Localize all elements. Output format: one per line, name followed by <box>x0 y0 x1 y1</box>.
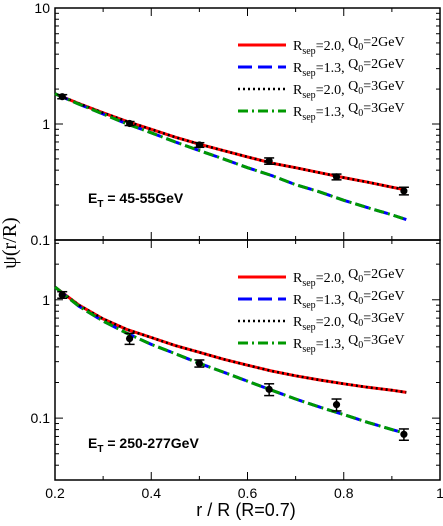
data-point <box>58 93 66 101</box>
x-tick-label: 0.8 <box>334 485 354 501</box>
legend-text: Q <box>348 289 358 304</box>
legend-subscript: 0 <box>358 274 363 285</box>
legend-subscript: 0 <box>358 108 363 119</box>
legend-subscript: 0 <box>358 296 363 307</box>
x-tick-label: 0.2 <box>45 485 65 501</box>
legend-text: Q <box>348 101 358 116</box>
et-annotation: ET = 250-277GeV <box>88 435 199 455</box>
y-axis-label: ψ(r/R) <box>0 217 21 268</box>
data-point <box>195 359 203 368</box>
legend-subscript: 0 <box>358 64 363 75</box>
legend-text: =2GeV <box>363 289 404 304</box>
legend-entry: Rsep=1.3, Q0=2GeV <box>293 57 405 79</box>
legend-text: =1.3, <box>316 293 348 308</box>
data-point <box>58 291 66 299</box>
legend-text: R <box>293 315 303 330</box>
legend-text: =2.0, <box>316 271 348 286</box>
legend-text: R <box>293 105 303 120</box>
x-axis-label: r / R (R=0.7) <box>196 500 296 520</box>
series-line-3 <box>54 285 407 436</box>
data-point <box>195 141 203 149</box>
data-point <box>125 334 134 343</box>
y-tick-label: 1 <box>42 292 50 308</box>
legend-text: R <box>293 293 303 308</box>
legend-entry: Rsep=2.0, Q0=3GeV <box>293 311 405 333</box>
legend-text: Q <box>348 267 358 282</box>
legend-text: R <box>293 271 303 286</box>
x-tick-label: 1 <box>436 485 443 501</box>
legend-entry: Rsep=2.0, Q0=2GeV <box>293 35 405 57</box>
y-tick-label: 0.1 <box>31 410 51 426</box>
legend-text: =3GeV <box>363 311 404 326</box>
et-annotation-part: = 45-55GeV <box>103 190 183 206</box>
legend-text: Q <box>348 311 358 326</box>
series-line-3 <box>54 92 407 222</box>
legend-subscript: 0 <box>358 340 363 351</box>
et-annotation-part: T <box>97 444 103 455</box>
legend-text: R <box>293 83 303 98</box>
data-point <box>400 430 408 438</box>
legend-entry: Rsep=1.3, Q0=2GeV <box>293 289 405 311</box>
legend-subscript: sep <box>302 68 315 79</box>
legend-subscript: sep <box>302 322 315 333</box>
y-tick-label: 0.1 <box>31 232 51 248</box>
legend-text: R <box>293 337 303 352</box>
legend-text: =2.0, <box>316 39 348 54</box>
et-annotation: ET = 45-55GeV <box>88 190 184 210</box>
legend-text: Q <box>348 57 358 72</box>
data-point <box>332 173 341 181</box>
data-point <box>265 385 273 393</box>
legend-subscript: 0 <box>358 42 363 53</box>
legend-entry: Rsep=2.0, Q0=3GeV <box>293 79 405 101</box>
data-point <box>332 401 341 409</box>
legend-text: =2GeV <box>363 35 404 50</box>
legend-subscript: sep <box>302 344 315 355</box>
legend-text: =2.0, <box>316 83 348 98</box>
legend-entry: Rsep=1.3, Q0=3GeV <box>293 333 405 355</box>
legend-text: =3GeV <box>363 333 404 348</box>
legend-text: R <box>293 39 303 54</box>
et-annotation-part: = 250-277GeV <box>103 435 199 451</box>
legend-text: =2.0, <box>316 315 348 330</box>
legend-text: =2GeV <box>363 57 404 72</box>
series-line-2 <box>54 92 407 192</box>
legend-entry: Rsep=2.0, Q0=2GeV <box>293 267 405 289</box>
data-point <box>125 119 134 128</box>
data-point <box>400 187 408 195</box>
x-tick-label: 0.6 <box>238 485 258 501</box>
legend-subscript: sep <box>302 278 315 289</box>
legend-text: R <box>293 61 303 76</box>
legend-subscript: sep <box>302 46 315 57</box>
x-tick-label: 0.4 <box>142 485 162 501</box>
legend-text: =3GeV <box>363 101 404 116</box>
legend-subscript: sep <box>302 90 315 101</box>
legend-subscript: 0 <box>358 86 363 97</box>
legend-text: Q <box>348 79 358 94</box>
legend-text: =3GeV <box>363 79 404 94</box>
legend-subscript: 0 <box>358 318 363 329</box>
data-point <box>265 157 273 165</box>
et-annotation-part: E <box>88 435 97 451</box>
legend-text: =1.3, <box>316 337 348 352</box>
y-tick-label: 1 <box>42 116 50 132</box>
et-annotation-part: T <box>97 199 103 210</box>
series-line-2 <box>54 286 407 394</box>
y-tick-label: 10 <box>34 0 50 16</box>
legend-text: =1.3, <box>316 105 348 120</box>
legend-subscript: sep <box>302 300 315 311</box>
legend-entry: Rsep=1.3, Q0=3GeV <box>293 101 405 123</box>
et-annotation-part: E <box>88 190 97 206</box>
legend-text: =1.3, <box>316 61 348 76</box>
legend-text: Q <box>348 35 358 50</box>
legend-text: =2GeV <box>363 267 404 282</box>
legend-text: Q <box>348 333 358 348</box>
legend-subscript: sep <box>302 112 315 123</box>
